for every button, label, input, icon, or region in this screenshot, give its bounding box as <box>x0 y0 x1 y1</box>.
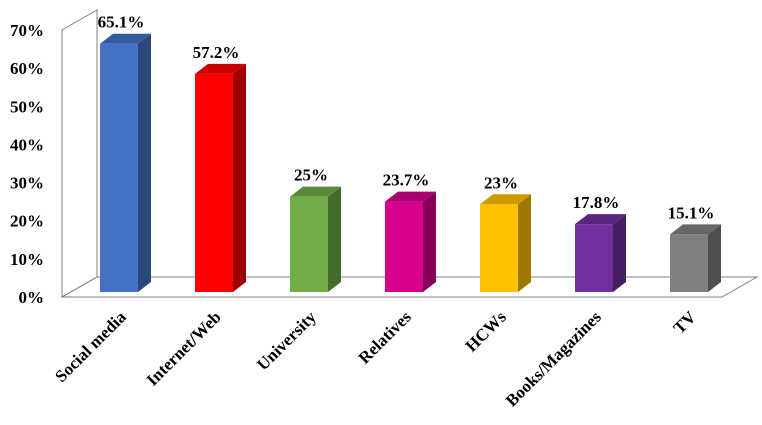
data-label: 23% <box>484 173 518 192</box>
bar-side <box>423 191 436 292</box>
bar <box>575 224 613 292</box>
x-tick-label: Internet/Web <box>143 307 225 389</box>
data-label: 15.1% <box>668 203 715 222</box>
y-tick-label: 60% <box>10 59 44 78</box>
bar-top <box>670 224 721 235</box>
data-label: 57.2% <box>193 43 240 62</box>
data-label: 65.1% <box>98 13 145 32</box>
bar-side <box>233 63 246 292</box>
bar <box>195 73 233 292</box>
y-tick-label: 10% <box>10 250 44 269</box>
bar <box>480 204 518 292</box>
x-tick-label: HCWs <box>462 307 510 355</box>
y-tick-label: 20% <box>10 212 44 231</box>
bar-side <box>518 194 531 292</box>
bar-side <box>613 214 626 292</box>
x-tick-label: Social media <box>51 307 130 386</box>
bar-top <box>195 63 246 74</box>
bar-side <box>138 33 151 292</box>
bar-top <box>575 214 626 225</box>
bar <box>290 196 328 292</box>
y-tick-label: 0% <box>19 288 45 307</box>
bar-top <box>480 194 531 205</box>
x-tick-label: TV <box>670 307 701 338</box>
bar-side <box>328 186 341 292</box>
y-tick-label: 30% <box>10 174 44 193</box>
data-label: 23.7% <box>383 171 430 190</box>
data-label: 17.8% <box>573 193 620 212</box>
x-tick-label: Books/Magazines <box>502 307 605 410</box>
bar <box>385 201 423 292</box>
bar-top <box>290 186 341 197</box>
y-tick-label: 70% <box>10 21 44 40</box>
x-tick-label: Relatives <box>355 307 415 367</box>
bar-top <box>100 33 151 44</box>
x-tick-label: University <box>253 307 320 374</box>
bar-side <box>708 224 721 292</box>
y-tick-label: 50% <box>10 97 44 116</box>
bar-top <box>385 191 436 202</box>
bar <box>670 234 708 292</box>
y-tick-label: 40% <box>10 135 44 154</box>
back-wall-left <box>61 9 98 298</box>
floor <box>60 276 759 298</box>
bar <box>100 43 138 292</box>
data-label: 25% <box>294 166 328 185</box>
